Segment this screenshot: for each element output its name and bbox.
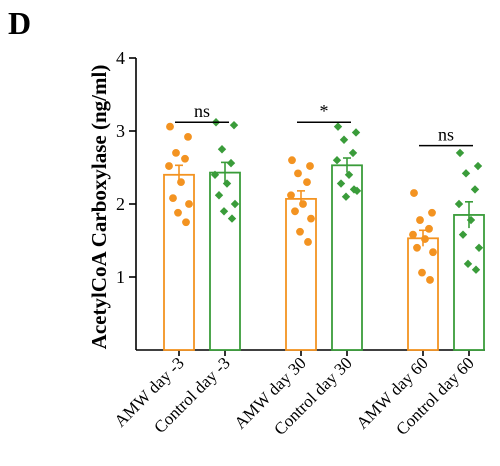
point-amw-day-3-8	[174, 208, 182, 217]
point-control-day-3-8	[219, 207, 229, 216]
point-control-day-60-5	[466, 215, 476, 225]
point-amw-day-3-7	[185, 200, 193, 208]
panel-label: D	[8, 5, 31, 41]
point-amw-day-60-6	[413, 243, 421, 252]
point-control-day-3-6	[214, 191, 224, 200]
point-control-day-30-8	[341, 192, 351, 201]
point-amw-day-60-1	[428, 208, 436, 217]
point-amw-day-30-4	[287, 191, 295, 200]
point-control-day-60-1	[473, 161, 483, 171]
significance-label-1: *	[320, 101, 329, 121]
point-control-day-60-4	[454, 199, 464, 209]
point-amw-day-30-0	[288, 156, 296, 165]
point-control-day-60-8	[463, 259, 473, 269]
point-control-day-30-1	[351, 128, 361, 137]
significance-label-2: ns	[438, 125, 454, 145]
y-tick-label-3: 3	[116, 121, 125, 141]
point-amw-day-3-4	[165, 162, 173, 170]
point-control-day-3-1	[229, 120, 239, 130]
bars	[163, 164, 485, 351]
point-amw-day-3-9	[182, 218, 190, 227]
point-amw-day-30-1	[306, 162, 314, 170]
point-amw-day-3-6	[169, 194, 177, 203]
point-amw-day-60-3	[425, 224, 433, 233]
point-control-day-3-3	[226, 158, 236, 168]
bar-control-day-60	[453, 214, 485, 351]
point-amw-day-3-2	[172, 149, 180, 157]
bar-control-day-3	[209, 171, 241, 351]
y-axis-label: AcetylCoA Carboxylase (ng/ml)	[87, 65, 111, 350]
point-control-day-30-2	[339, 135, 349, 144]
point-amw-day-30-3	[303, 178, 311, 187]
point-amw-day-3-3	[181, 154, 189, 163]
significance-label-0: ns	[194, 101, 210, 121]
point-amw-day-30-5	[299, 200, 307, 208]
point-amw-day-60-0	[410, 189, 418, 197]
data-points	[165, 118, 484, 284]
point-control-day-3-4	[210, 170, 220, 179]
point-control-day-3-9	[227, 214, 237, 223]
point-amw-day-30-2	[294, 169, 302, 178]
point-control-day-3-7	[230, 199, 240, 209]
point-amw-day-30-6	[291, 207, 299, 216]
point-amw-day-30-8	[296, 227, 304, 236]
point-amw-day-60-9	[426, 276, 434, 284]
point-control-day-60-3	[470, 185, 480, 194]
y-tick-label-4: 4	[116, 48, 125, 68]
point-control-day-60-7	[474, 243, 484, 252]
point-amw-day-3-5	[177, 178, 185, 187]
point-control-day-30-0	[333, 122, 343, 131]
point-control-day-60-9	[471, 265, 481, 274]
point-control-day-30-5	[344, 170, 354, 179]
point-control-day-30-3	[348, 148, 358, 158]
point-amw-day-60-5	[421, 235, 429, 243]
point-control-day-60-6	[458, 230, 468, 239]
point-amw-day-30-7	[307, 214, 315, 223]
point-control-day-30-9	[349, 185, 359, 194]
point-amw-day-60-7	[429, 248, 437, 257]
y-axis: 1 2 3 4	[116, 48, 137, 350]
point-control-day-3-2	[217, 145, 227, 154]
y-tick-label-1: 1	[116, 267, 125, 287]
point-amw-day-3-1	[184, 132, 192, 141]
y-tick-label-2: 2	[116, 194, 125, 214]
significance-annotations: ns * ns	[175, 101, 473, 147]
point-amw-day-60-8	[418, 268, 426, 277]
point-control-day-30-4	[332, 156, 342, 165]
point-control-day-60-2	[461, 169, 471, 178]
point-amw-day-60-4	[409, 230, 417, 239]
point-amw-day-60-2	[416, 216, 424, 224]
point-control-day-3-5	[222, 179, 232, 188]
point-amw-day-3-0	[166, 122, 174, 131]
point-amw-day-30-9	[304, 238, 312, 246]
point-control-day-30-6	[336, 179, 346, 188]
point-control-day-60-0	[455, 148, 465, 158]
